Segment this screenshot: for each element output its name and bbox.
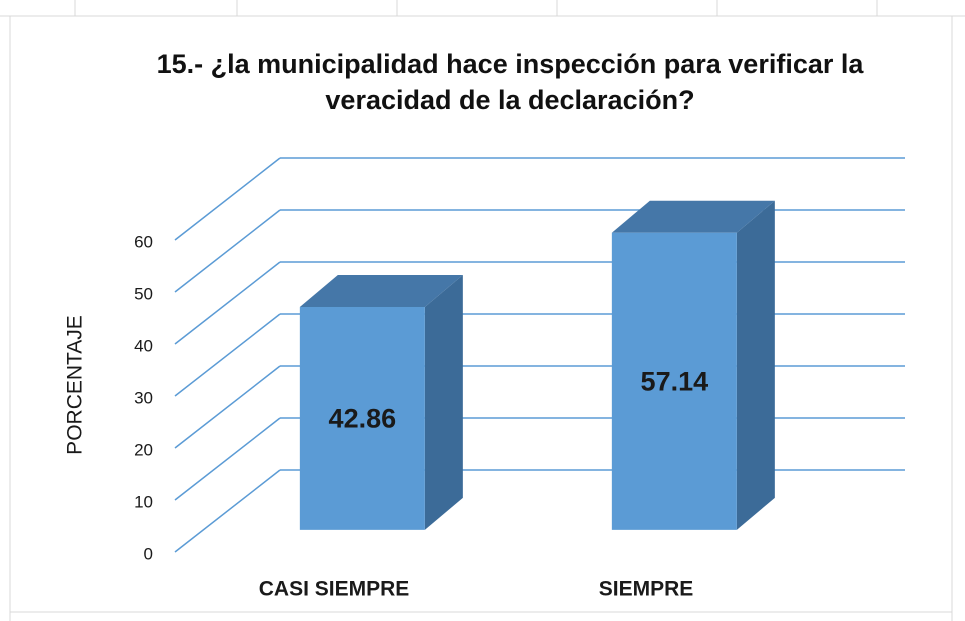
bar-side <box>736 200 775 530</box>
y-tick-label: 50 <box>134 284 153 303</box>
y-tick-label: 20 <box>134 440 153 459</box>
x-tick-label: SIEMPRE <box>599 578 694 601</box>
grid-line <box>174 417 281 501</box>
y-tick-label: 40 <box>134 336 153 355</box>
value-label: 57.14 <box>641 366 709 396</box>
bar <box>611 232 737 530</box>
bar <box>299 306 425 530</box>
grid-line <box>174 157 281 241</box>
bar-top <box>611 200 775 233</box>
grid-line <box>174 261 281 345</box>
grid-line <box>174 365 281 449</box>
y-tick-label: 60 <box>134 232 153 251</box>
y-tick-label: 0 <box>144 544 153 563</box>
grid-line <box>174 313 281 397</box>
y-tick-label: 30 <box>134 388 153 407</box>
x-tick-label: CASI SIEMPRE <box>259 578 410 601</box>
grid-line <box>174 209 281 293</box>
value-label: 42.86 <box>329 404 397 434</box>
y-axis-label: PORCENTAJE <box>64 315 87 455</box>
chart-title: 15.- ¿la municipalidad hace inspección p… <box>156 49 864 115</box>
grid-line <box>174 469 281 553</box>
y-tick-label: 10 <box>134 492 153 511</box>
bar-top <box>299 274 463 307</box>
bar-side <box>424 274 463 530</box>
